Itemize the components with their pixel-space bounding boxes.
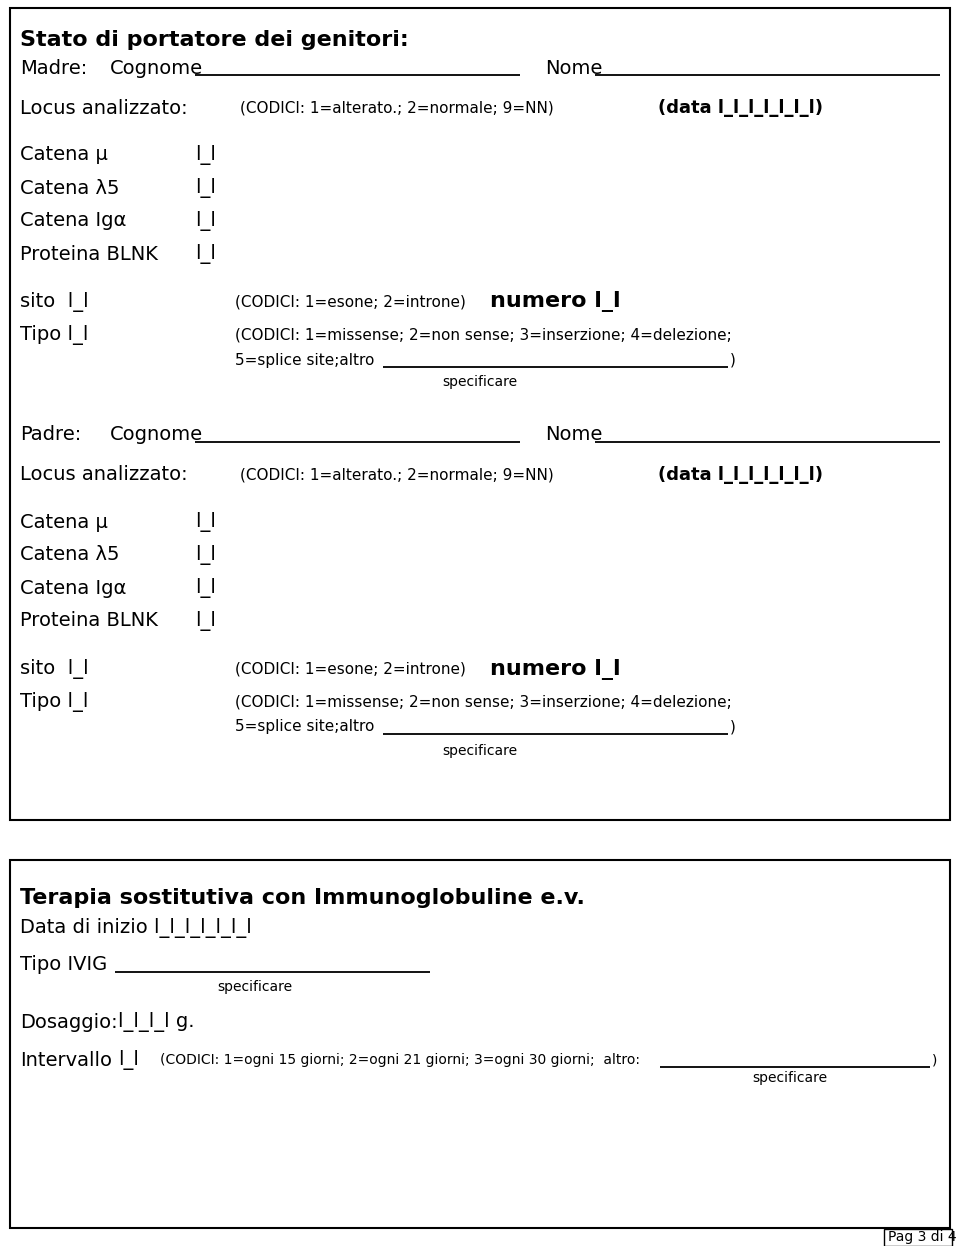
Text: Nome: Nome: [545, 425, 602, 445]
Text: Catena μ: Catena μ: [20, 146, 108, 164]
Text: ): ): [932, 1053, 937, 1067]
Text: Catena Igα: Catena Igα: [20, 578, 127, 598]
Bar: [10, 860, 950, 1229]
Text: Locus analizzato:: Locus analizzato:: [20, 98, 187, 117]
Text: (CODICI: 1=missense; 2=non sense; 3=inserzione; 4=delezione;: (CODICI: 1=missense; 2=non sense; 3=inse…: [235, 328, 732, 343]
Text: Dosaggio:: Dosaggio:: [20, 1013, 118, 1032]
Text: (data l_l_l_l_l_l_l): (data l_l_l_l_l_l_l): [658, 98, 823, 117]
Text: Cognome: Cognome: [110, 425, 204, 445]
Text: specificare: specificare: [443, 375, 517, 389]
Text: Tipo l_l: Tipo l_l: [20, 325, 88, 345]
Text: Padre:: Padre:: [20, 425, 82, 445]
Text: specificare: specificare: [443, 744, 517, 758]
Text: sito  l_l: sito l_l: [20, 292, 88, 312]
Text: Intervallo: Intervallo: [20, 1050, 112, 1069]
Text: Tipo l_l: Tipo l_l: [20, 692, 88, 711]
Text: Stato di portatore dei genitori:: Stato di portatore dei genitori:: [20, 30, 409, 50]
Text: (CODICI: 1=alterato.; 2=normale; 9=NN): (CODICI: 1=alterato.; 2=normale; 9=NN): [240, 467, 554, 482]
Text: l_l: l_l: [195, 611, 216, 630]
Text: (CODICI: 1=alterato.; 2=normale; 9=NN): (CODICI: 1=alterato.; 2=normale; 9=NN): [240, 101, 554, 116]
Text: l_l: l_l: [195, 512, 216, 532]
Text: l_l: l_l: [195, 211, 216, 231]
Text: Madre:: Madre:: [20, 59, 87, 77]
Text: Catena λ5: Catena λ5: [20, 178, 119, 198]
Text: numero l_l: numero l_l: [490, 292, 620, 313]
Text: (CODICI: 1=esone; 2=introne): (CODICI: 1=esone; 2=introne): [235, 294, 466, 309]
Text: Terapia sostitutiva con Immunoglobuline e.v.: Terapia sostitutiva con Immunoglobuline …: [20, 888, 585, 908]
Text: ): ): [730, 353, 736, 368]
Text: ): ): [730, 719, 736, 734]
Text: Catena μ: Catena μ: [20, 512, 108, 532]
Text: Proteina BLNK: Proteina BLNK: [20, 244, 157, 263]
Text: l_l: l_l: [195, 145, 216, 164]
Text: l_l: l_l: [195, 578, 216, 598]
Text: specificare: specificare: [217, 981, 293, 994]
Text: Pag 3 di 4: Pag 3 di 4: [888, 1230, 956, 1244]
Text: l_l: l_l: [118, 1050, 139, 1070]
Text: (CODICI: 1=ogni 15 giorni; 2=ogni 21 giorni; 3=ogni 30 giorni;  altro:: (CODICI: 1=ogni 15 giorni; 2=ogni 21 gio…: [160, 1053, 640, 1067]
Text: Tipo IVIG: Tipo IVIG: [20, 956, 108, 974]
Text: Cognome: Cognome: [110, 59, 204, 77]
Text: Catena λ5: Catena λ5: [20, 546, 119, 564]
Text: l_l_l_l g.: l_l_l_l g.: [118, 1012, 195, 1032]
Text: 5=splice site;altro: 5=splice site;altro: [235, 719, 374, 734]
Text: Data di inizio l_l_l_l_l_l_l: Data di inizio l_l_l_l_l_l_l: [20, 918, 252, 938]
Text: (data l_l_l_l_l_l_l): (data l_l_l_l_l_l_l): [658, 466, 823, 483]
Text: Catena Igα: Catena Igα: [20, 212, 127, 231]
Text: l_l: l_l: [195, 545, 216, 564]
Text: sito  l_l: sito l_l: [20, 659, 88, 679]
Bar: [10, 7, 950, 820]
Text: 5=splice site;altro: 5=splice site;altro: [235, 353, 374, 368]
Text: l_l: l_l: [195, 244, 216, 264]
Text: (CODICI: 1=esone; 2=introne): (CODICI: 1=esone; 2=introne): [235, 662, 466, 677]
Text: numero l_l: numero l_l: [490, 658, 620, 679]
Text: specificare: specificare: [753, 1072, 828, 1085]
Text: (CODICI: 1=missense; 2=non sense; 3=inserzione; 4=delezione;: (CODICI: 1=missense; 2=non sense; 3=inse…: [235, 694, 732, 709]
Text: l_l: l_l: [195, 178, 216, 198]
Text: Locus analizzato:: Locus analizzato:: [20, 466, 187, 485]
Text: Nome: Nome: [545, 59, 602, 77]
Text: Proteina BLNK: Proteina BLNK: [20, 612, 157, 630]
Bar: [884, 1229, 952, 1246]
